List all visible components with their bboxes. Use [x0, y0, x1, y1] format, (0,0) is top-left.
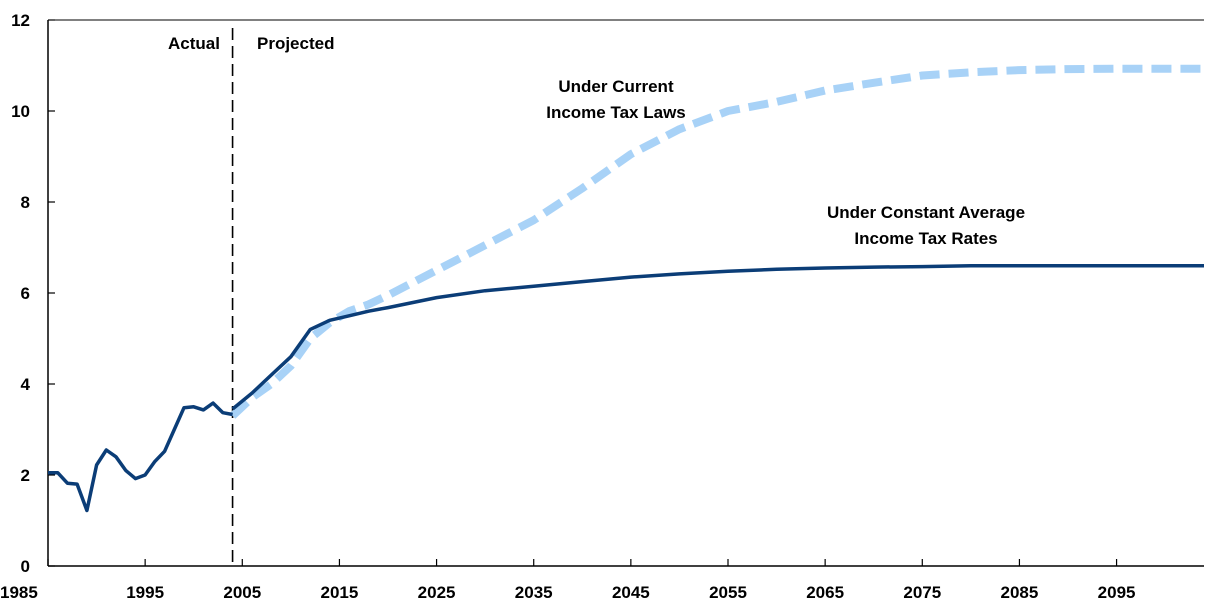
series-line-constant-rates	[231, 263, 1204, 411]
x-tick-label: 2065	[806, 583, 844, 602]
projected-label: Projected	[257, 34, 334, 53]
y-tick-label: 10	[11, 102, 30, 121]
y-tick-label: 0	[21, 557, 30, 576]
y-tick-label: 6	[21, 284, 30, 303]
series-line-current-laws	[229, 64, 1204, 419]
actual-label: Actual	[168, 34, 220, 53]
series-line-historical	[48, 401, 233, 513]
current-laws-label-line1: Under Current	[558, 77, 674, 96]
y-tick-label: 4	[21, 375, 31, 394]
x-tick-label: 2075	[903, 583, 941, 602]
constant-rates-label-line1: Under Constant Average	[827, 203, 1025, 222]
x-tick-label: 2025	[418, 583, 456, 602]
x-tick-label: 2035	[515, 583, 553, 602]
current-laws-label-line2: Income Tax Laws	[546, 103, 686, 122]
x-tick-label: 2015	[321, 583, 359, 602]
x-tick-label: 2095	[1098, 583, 1136, 602]
x-tick-label: 2055	[709, 583, 747, 602]
x-tick-label: 2085	[1001, 583, 1039, 602]
x-tick-label: 2045	[612, 583, 650, 602]
y-tick-label: 2	[21, 466, 30, 485]
x-tick-label: 1985	[0, 583, 38, 602]
constant-rates-label-line2: Income Tax Rates	[854, 229, 997, 248]
y-tick-label: 8	[21, 193, 30, 212]
x-tick-label: 2005	[223, 583, 261, 602]
x-tick-label: 1995	[126, 583, 164, 602]
axes: 0 2 4 6 8 10 12 1985 1995 2005 2015 2025 2035 2045 205…	[0, 11, 1204, 602]
y-tick-label: 12	[11, 11, 30, 30]
series-layer	[48, 64, 1204, 513]
